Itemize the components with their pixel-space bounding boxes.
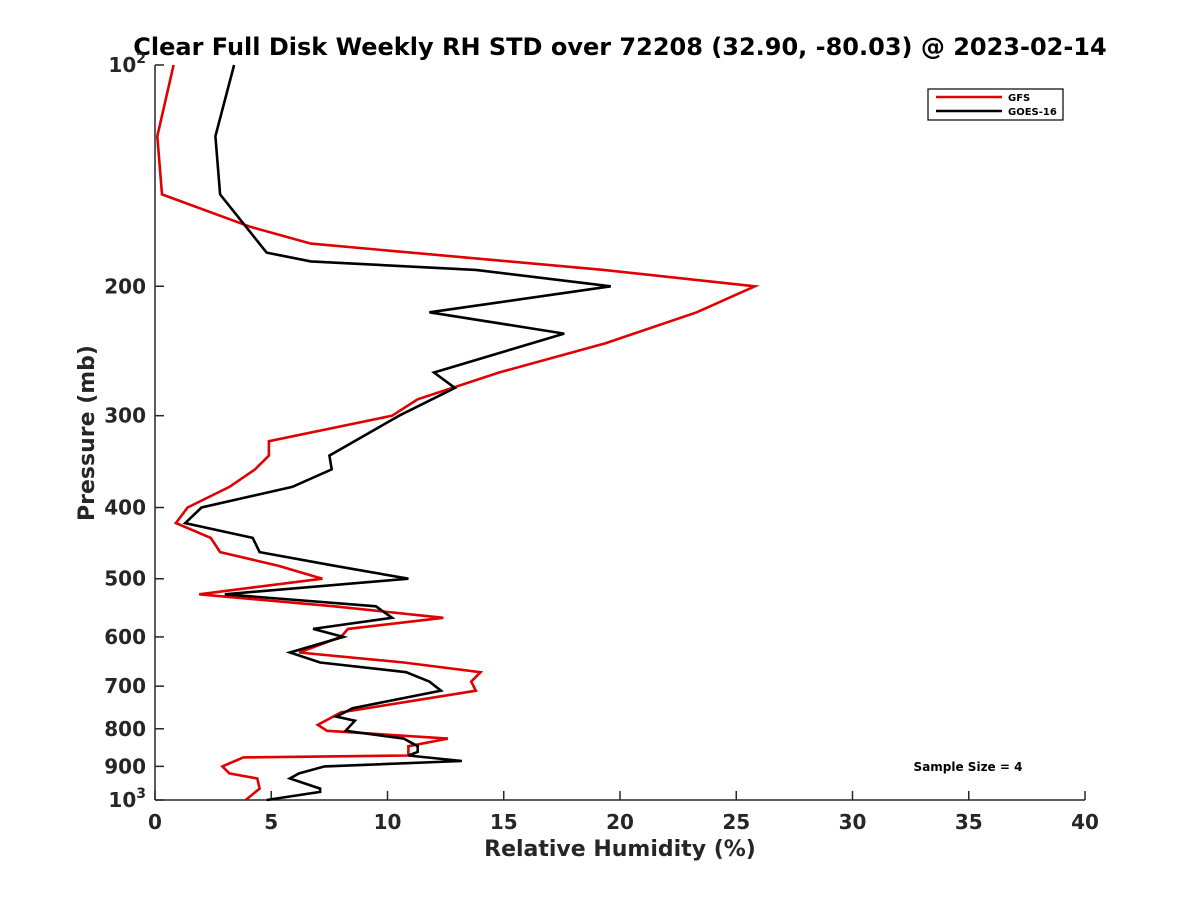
y-axis-label: Pressure (mb) (75, 345, 100, 521)
x-tick-label: 30 (839, 810, 867, 834)
legend-box (927, 88, 1064, 121)
x-tick-label: 15 (490, 810, 518, 834)
x-tick-label: 40 (1071, 810, 1099, 834)
y-tick-label: 600 (104, 625, 146, 649)
y-tick-label: 102 (108, 51, 146, 77)
series-line-gfs (155, 64, 760, 802)
y-tick-label: 900 (104, 754, 146, 778)
y-tick-label: 300 (104, 404, 146, 428)
series-line-goes16 (182, 64, 611, 802)
chart-title: Clear Full Disk Weekly RH STD over 72208… (133, 33, 1106, 61)
sample-size-annotation: Sample Size = 4 (914, 760, 1023, 774)
x-tick-label: 20 (606, 810, 634, 834)
x-tick-label: 0 (148, 810, 162, 834)
series-layer (155, 64, 760, 802)
y-tick-label: 700 (104, 674, 146, 698)
legend-label-goes16: GOES-16 (1008, 107, 1057, 118)
x-tick-label: 25 (722, 810, 750, 834)
y-tick-label: 200 (104, 274, 146, 298)
legend-label-gfs: GFS (1008, 93, 1030, 104)
y-tick-label: 800 (104, 717, 146, 741)
y-tick-label: 500 (104, 567, 146, 591)
x-tick-label: 10 (374, 810, 402, 834)
y-tick-label: 103 (108, 786, 146, 812)
legend: GFS GOES-16 (927, 88, 1064, 121)
x-tick-label: 35 (955, 810, 983, 834)
x-tick-label: 5 (264, 810, 278, 834)
axes: 0 5 10 15 20 25 30 35 40 102 200 300 400 500 600 700 800… (104, 51, 1099, 834)
y-tick-label: 400 (104, 496, 146, 520)
x-axis-label: Relative Humidity (%) (484, 837, 756, 862)
